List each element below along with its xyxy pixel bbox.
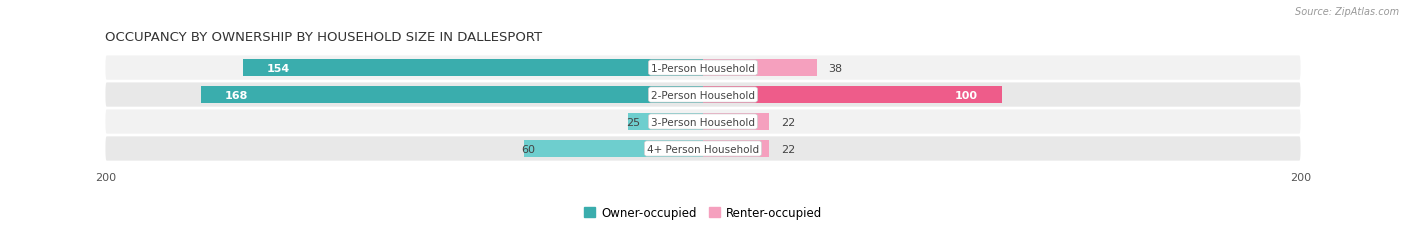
FancyBboxPatch shape bbox=[105, 110, 1301, 134]
Text: 100: 100 bbox=[955, 90, 979, 100]
Text: OCCUPANCY BY OWNERSHIP BY HOUSEHOLD SIZE IN DALLESPORT: OCCUPANCY BY OWNERSHIP BY HOUSEHOLD SIZE… bbox=[105, 31, 543, 44]
FancyBboxPatch shape bbox=[105, 137, 1301, 161]
Bar bbox=[201, 87, 703, 103]
Bar bbox=[628, 114, 703, 130]
Text: 22: 22 bbox=[780, 144, 794, 154]
Text: 22: 22 bbox=[780, 117, 794, 127]
Bar bbox=[243, 60, 703, 77]
FancyBboxPatch shape bbox=[105, 83, 1301, 107]
Text: 154: 154 bbox=[267, 63, 290, 73]
Text: Source: ZipAtlas.com: Source: ZipAtlas.com bbox=[1295, 7, 1399, 17]
Text: 38: 38 bbox=[828, 63, 842, 73]
Text: 2-Person Household: 2-Person Household bbox=[651, 90, 755, 100]
Bar bbox=[524, 140, 703, 157]
Bar bbox=[703, 60, 817, 77]
Bar bbox=[703, 87, 1001, 103]
Bar bbox=[703, 140, 769, 157]
FancyBboxPatch shape bbox=[105, 56, 1301, 80]
Text: 168: 168 bbox=[225, 90, 249, 100]
Bar bbox=[703, 114, 769, 130]
Text: 3-Person Household: 3-Person Household bbox=[651, 117, 755, 127]
Text: 25: 25 bbox=[626, 117, 640, 127]
Text: 1-Person Household: 1-Person Household bbox=[651, 63, 755, 73]
Text: 60: 60 bbox=[522, 144, 536, 154]
Legend: Owner-occupied, Renter-occupied: Owner-occupied, Renter-occupied bbox=[579, 202, 827, 224]
Text: 4+ Person Household: 4+ Person Household bbox=[647, 144, 759, 154]
